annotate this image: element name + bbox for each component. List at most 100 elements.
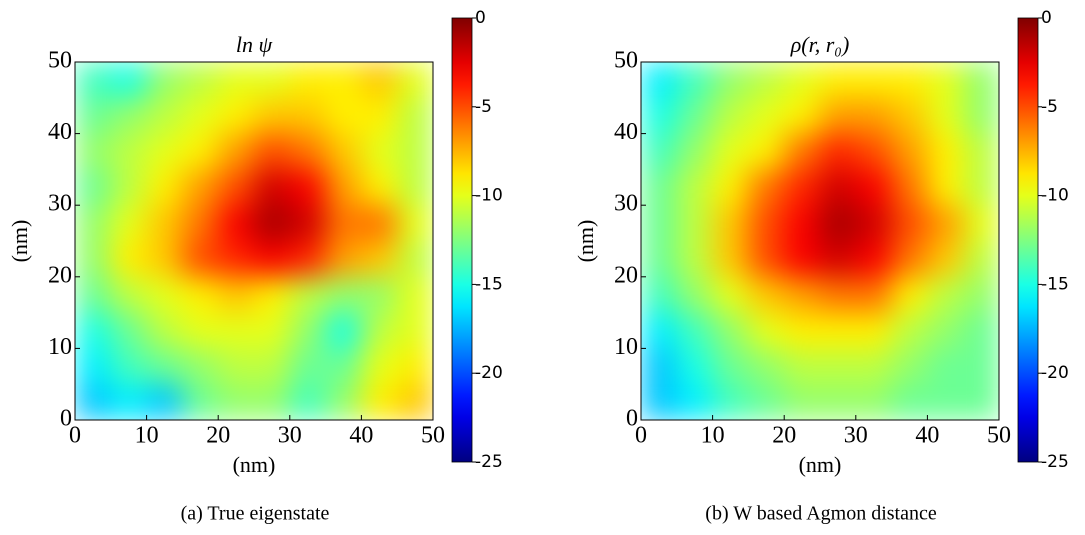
x-tick-label: 30 [844,423,868,449]
heat-cell [325,348,362,385]
heat-cell [218,169,255,206]
chart-title: ln ψ [236,32,273,57]
heat-cell [218,276,255,314]
x-axis-label: (nm) [233,452,276,477]
heat-cell [110,312,148,349]
heat-cell [963,133,999,170]
colorbar-tick-label: -10 [1041,186,1069,206]
heat-cell [75,205,112,242]
heat-cell [676,133,714,170]
heat-cell [218,348,255,385]
y-tick-label: 0 [60,406,72,432]
heat-cell [820,169,857,206]
heat-cell [146,384,183,420]
heat-cell [963,384,999,420]
heat-cell [325,241,362,278]
heat-cell [146,133,183,170]
heat-cell [254,276,291,314]
heat-cell [325,133,362,170]
heat-cell [218,133,255,170]
heat-cell [146,241,183,278]
heat-cell [712,133,749,170]
heat-cell [712,348,749,385]
heat-cell [110,97,148,135]
heat-cell [820,241,857,278]
heat-cell [927,62,964,99]
heat-cell [641,312,678,349]
heat-cell [361,169,398,206]
heat-cell [891,276,928,314]
heat-cell [218,384,255,420]
heat-cell [397,384,433,420]
heat-cell [712,97,749,135]
heat-cell [927,241,964,278]
heat-cell [182,97,219,135]
heat-cell [712,241,749,278]
heat-cell [182,384,219,420]
heat-cell [75,169,112,206]
heat-cell [712,62,749,99]
x-tick-label: 20 [206,423,230,449]
heat-cell [110,169,148,206]
colorbar-tick-label: -15 [475,274,503,294]
heat-cell [75,276,112,314]
heat-cell [397,241,433,278]
heat-cell [110,384,148,420]
heat-cell [748,169,785,206]
heat-cell [254,348,291,385]
colorbar-tick-label: -25 [475,452,503,472]
heat-cell [361,276,398,314]
heat-cell [641,97,678,135]
colorbar-tick-label: -10 [475,186,503,206]
heat-cell [75,97,112,135]
heat-cell [963,241,999,278]
y-tick-label: 30 [48,191,72,217]
y-tick-label: 10 [614,334,638,360]
heat-cell [927,169,964,206]
heat-cell [855,276,893,314]
heat-cell [75,384,112,420]
heat-cell [110,276,148,314]
x-tick-label: 0 [69,423,81,449]
plot-frame [640,61,1000,421]
heat-cell [748,62,785,99]
heat-cell [820,205,857,242]
y-tick-label: 20 [48,262,72,288]
heat-cell [891,348,928,385]
heat-cell [254,169,291,206]
heat-cell [361,62,398,99]
heat-cell [146,169,183,206]
x-tick-label: 10 [135,423,159,449]
heat-cell [254,384,291,420]
heat-cell [820,348,857,385]
heat-cell [146,62,183,99]
heat-cell [146,276,183,314]
heat-cell [397,276,433,314]
heat-cell [820,384,857,420]
heat-cell [75,348,112,385]
heat-cell [676,312,714,349]
heat-cell [748,205,785,242]
heat-cell [325,312,362,349]
heat-cell [325,276,362,314]
heat-cell [182,312,219,349]
heat-cell [110,62,148,99]
colorbar-tick-label: 0 [475,8,486,28]
heat-cell [361,97,398,135]
colorbar-tick-label: 0 [1041,8,1052,28]
heat-cell [641,348,678,385]
heat-cell [748,97,785,135]
heat-cell [784,384,821,420]
heat-cell [289,276,327,314]
heat-cell [963,97,999,135]
y-tick-label: 20 [614,262,638,288]
heat-cell [75,133,112,170]
heat-cell [748,276,785,314]
heat-cell [641,241,678,278]
heat-cell [254,133,291,170]
heat-cell [641,62,678,99]
y-tick-label: 40 [48,119,72,145]
caption: (b) W based Agmon distance [705,503,937,525]
heat-cell [855,97,893,135]
